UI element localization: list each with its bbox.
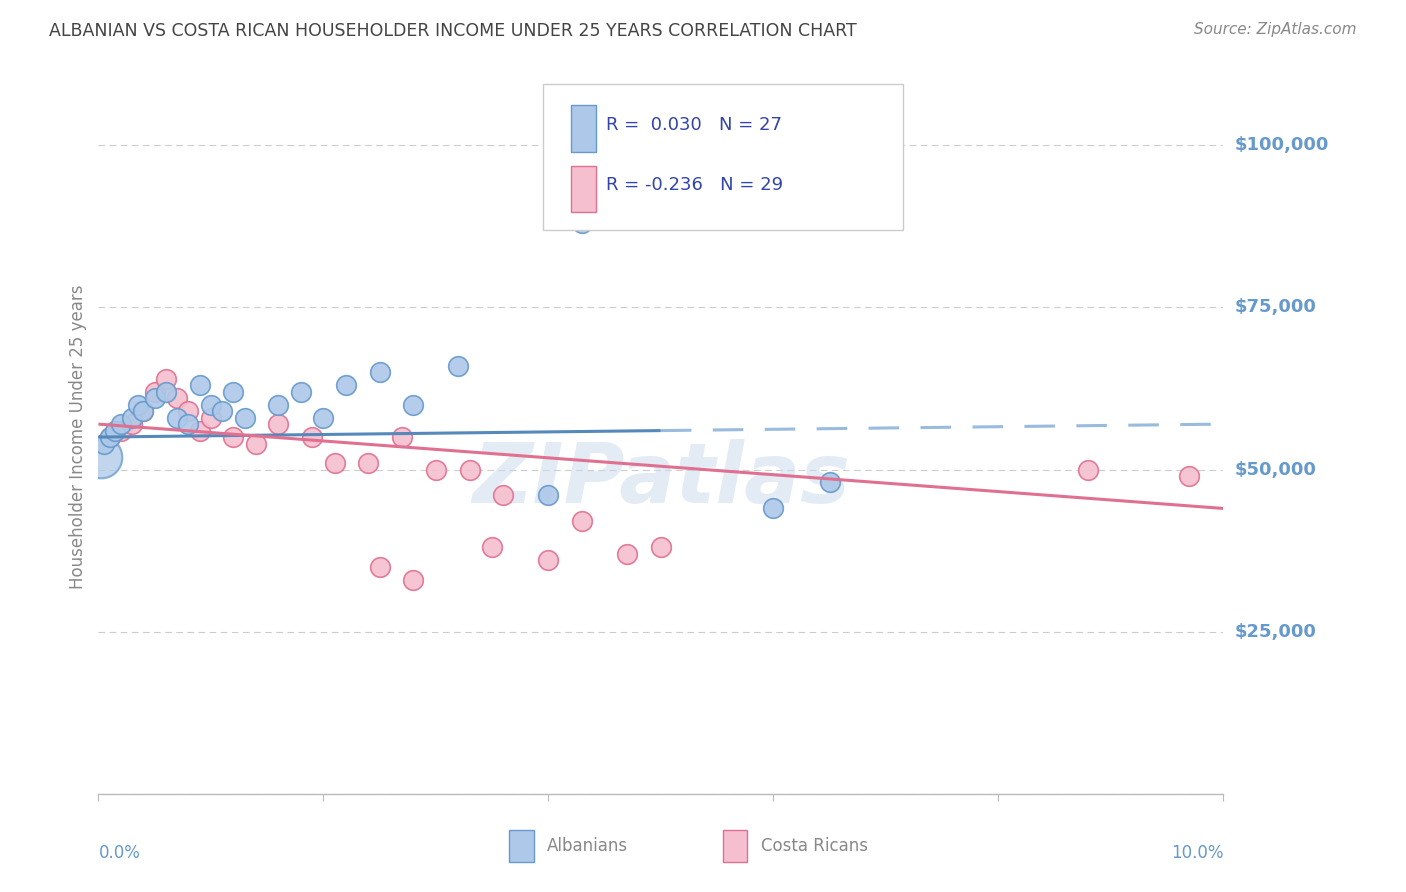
- Point: [818, 475, 841, 490]
- Text: $50,000: $50,000: [1234, 460, 1316, 478]
- Point: [222, 384, 245, 399]
- Text: $75,000: $75,000: [1234, 298, 1316, 317]
- Point: [121, 417, 143, 431]
- Point: [188, 378, 211, 392]
- Text: R = -0.236   N = 29: R = -0.236 N = 29: [606, 177, 783, 194]
- Point: [301, 430, 323, 444]
- Point: [188, 424, 211, 438]
- Point: [127, 398, 149, 412]
- Point: [222, 430, 245, 444]
- Text: R =  0.030   N = 27: R = 0.030 N = 27: [606, 116, 782, 134]
- Point: [200, 398, 222, 412]
- FancyBboxPatch shape: [723, 830, 748, 862]
- Point: [616, 547, 638, 561]
- Point: [155, 372, 177, 386]
- Point: [492, 488, 515, 502]
- Point: [368, 559, 391, 574]
- Point: [166, 391, 188, 405]
- Point: [98, 430, 121, 444]
- Point: [481, 541, 503, 555]
- Point: [368, 365, 391, 379]
- Point: [650, 541, 672, 555]
- Text: 0.0%: 0.0%: [98, 844, 141, 862]
- Text: Source: ZipAtlas.com: Source: ZipAtlas.com: [1194, 22, 1357, 37]
- Point: [233, 410, 256, 425]
- Point: [290, 384, 312, 399]
- Point: [537, 488, 560, 502]
- Point: [312, 410, 335, 425]
- Text: ZIPatlas: ZIPatlas: [472, 440, 849, 520]
- Point: [245, 436, 267, 450]
- Point: [1077, 462, 1099, 476]
- Point: [571, 216, 593, 230]
- Point: [323, 456, 346, 470]
- Text: ALBANIAN VS COSTA RICAN HOUSEHOLDER INCOME UNDER 25 YEARS CORRELATION CHART: ALBANIAN VS COSTA RICAN HOUSEHOLDER INCO…: [49, 22, 858, 40]
- Point: [447, 359, 470, 373]
- Point: [1178, 469, 1201, 483]
- Point: [132, 404, 155, 418]
- Point: [402, 398, 425, 412]
- FancyBboxPatch shape: [509, 830, 534, 862]
- Point: [402, 573, 425, 587]
- Point: [537, 553, 560, 567]
- Point: [357, 456, 380, 470]
- FancyBboxPatch shape: [571, 166, 596, 212]
- Point: [458, 462, 481, 476]
- Point: [762, 501, 785, 516]
- Point: [571, 515, 593, 529]
- Text: Albanians: Albanians: [547, 837, 628, 855]
- FancyBboxPatch shape: [571, 105, 596, 152]
- Y-axis label: Householder Income Under 25 years: Householder Income Under 25 years: [69, 285, 87, 590]
- FancyBboxPatch shape: [543, 84, 903, 230]
- Point: [177, 417, 200, 431]
- Point: [132, 404, 155, 418]
- Point: [98, 430, 121, 444]
- Text: Costa Ricans: Costa Ricans: [761, 837, 868, 855]
- Point: [211, 404, 233, 418]
- Text: $100,000: $100,000: [1234, 136, 1329, 154]
- Point: [166, 410, 188, 425]
- Point: [90, 450, 112, 464]
- Point: [104, 424, 127, 438]
- Point: [143, 384, 166, 399]
- Point: [425, 462, 447, 476]
- Point: [335, 378, 357, 392]
- Point: [93, 436, 115, 450]
- Point: [110, 424, 132, 438]
- Text: 10.0%: 10.0%: [1171, 844, 1223, 862]
- Point: [200, 410, 222, 425]
- Point: [155, 384, 177, 399]
- Point: [267, 398, 290, 412]
- Point: [177, 404, 200, 418]
- Point: [267, 417, 290, 431]
- Point: [391, 430, 413, 444]
- Text: $25,000: $25,000: [1234, 623, 1316, 640]
- Point: [121, 410, 143, 425]
- Point: [143, 391, 166, 405]
- Point: [110, 417, 132, 431]
